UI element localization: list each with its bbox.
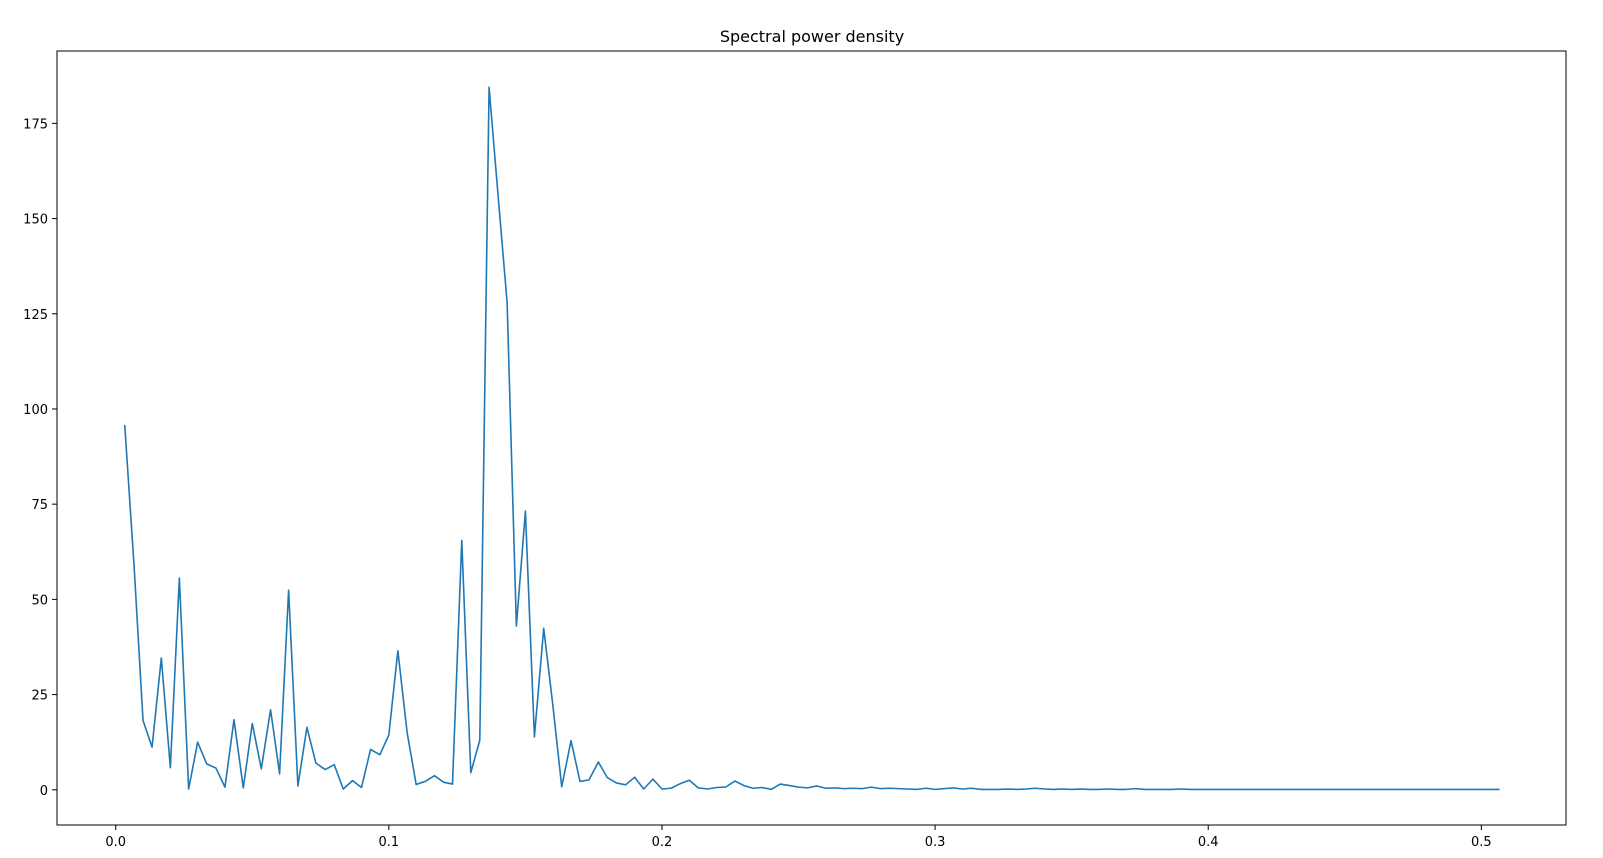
- y-tick-label: 50: [31, 593, 48, 608]
- y-tick-label: 0: [40, 784, 48, 799]
- series-line-0: [123, 86, 1500, 791]
- y-tick-label: 100: [23, 403, 48, 418]
- y-axis: 0 25 50 75 100 125 150 175: [23, 117, 57, 799]
- y-tick-label: 175: [23, 117, 48, 132]
- x-tick-label: 0.4: [1198, 835, 1219, 850]
- y-tick-label: 25: [31, 689, 48, 704]
- x-tick-label: 0.5: [1471, 835, 1492, 850]
- x-tick-label: 0.3: [925, 835, 946, 850]
- plot-area: [123, 86, 1500, 791]
- x-tick-label: 0.2: [652, 835, 673, 850]
- y-tick-label: 150: [23, 213, 48, 228]
- y-tick-label: 125: [23, 308, 48, 323]
- y-tick-label: 75: [31, 498, 48, 513]
- x-tick-label: 0.0: [105, 835, 126, 850]
- x-axis: 0.0 0.1 0.2 0.3 0.4 0.5: [105, 825, 1492, 850]
- x-tick-label: 0.1: [378, 835, 399, 850]
- axes-frame: [56, 50, 1567, 826]
- chart-title: Spectral power density: [720, 27, 904, 46]
